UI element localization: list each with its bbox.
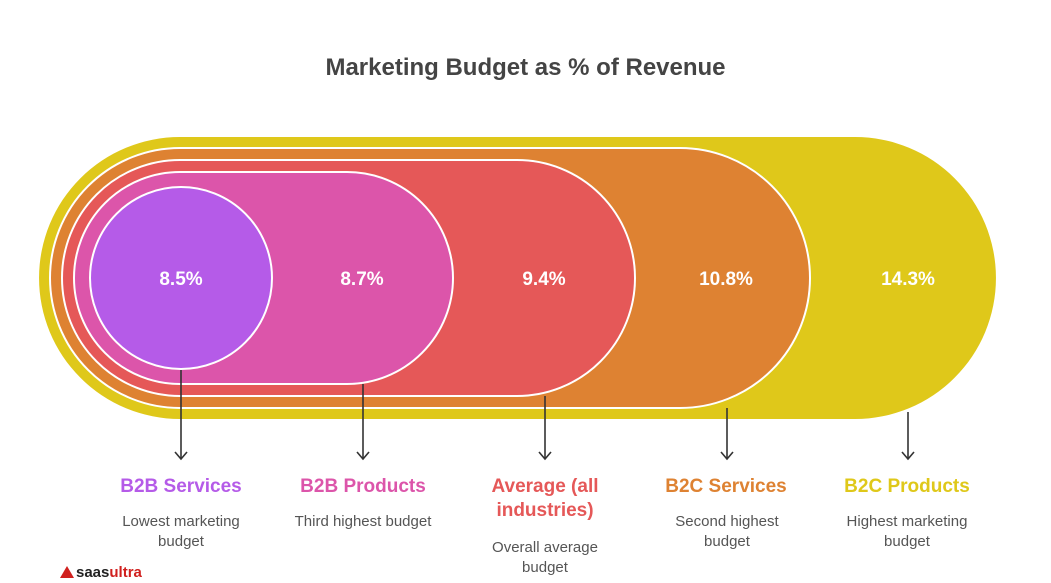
desc-b2c-services: Second highest budget bbox=[675, 513, 779, 550]
value-b2c-products: 14.3% bbox=[881, 269, 935, 290]
brand-part1: saas bbox=[76, 564, 110, 581]
circle-b2b-services bbox=[89, 186, 273, 370]
desc-average: Overall average budget bbox=[492, 539, 598, 576]
value-b2b-products: 8.7% bbox=[340, 269, 383, 290]
label-average: Average (all industries) bbox=[491, 476, 599, 521]
arrow-b2b-services bbox=[174, 370, 188, 461]
arrow-b2c-products bbox=[901, 412, 915, 461]
desc-b2c-products: Highest marketing budget bbox=[846, 513, 968, 550]
arrow-average bbox=[538, 396, 552, 461]
arrow-b2c-services bbox=[720, 408, 734, 461]
desc-b2b-services: Lowest marketing budget bbox=[122, 513, 240, 550]
diagram-title: Marketing Budget as % of Revenue bbox=[325, 54, 726, 81]
brand-part2: ultra bbox=[109, 564, 142, 581]
value-b2c-services: 10.8% bbox=[699, 269, 753, 290]
logo-triangle-icon bbox=[60, 566, 74, 578]
desc-b2b-products: Third highest budget bbox=[294, 513, 432, 530]
label-b2b-services: B2B Services bbox=[120, 476, 242, 497]
brand-logo: saasultra bbox=[60, 564, 142, 581]
value-b2b-services: 8.5% bbox=[159, 269, 202, 290]
label-b2b-products: B2B Products bbox=[300, 476, 426, 497]
label-b2c-services: B2C Services bbox=[665, 476, 787, 497]
label-b2c-products: B2C Products bbox=[844, 476, 970, 497]
arrow-b2b-products bbox=[356, 384, 370, 461]
value-average: 9.4% bbox=[522, 269, 565, 290]
